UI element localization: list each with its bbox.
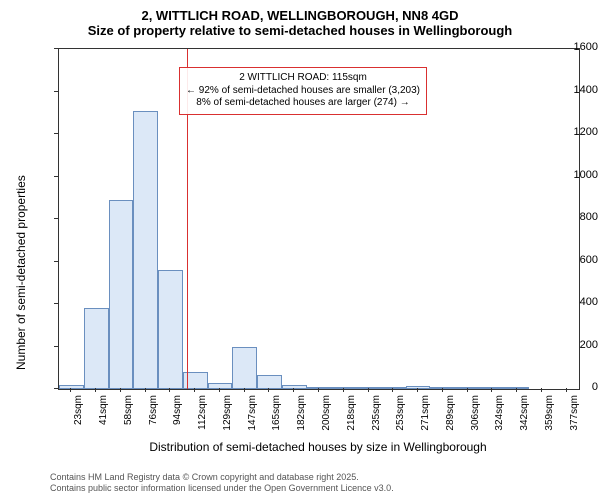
y-tick — [54, 346, 58, 347]
x-tick-label: 129sqm — [222, 395, 233, 440]
plot-area: 2 WITTLICH ROAD: 115sqm← 92% of semi-det… — [58, 48, 580, 390]
x-tick-label: 306sqm — [470, 395, 481, 440]
y-tick — [54, 303, 58, 304]
histogram-bar — [356, 387, 381, 389]
y-tick-label: 400 — [546, 296, 598, 308]
footer-attribution: Contains HM Land Registry data © Crown c… — [50, 472, 394, 494]
x-tick — [268, 388, 269, 392]
y-tick — [54, 176, 58, 177]
histogram-bar — [430, 387, 455, 389]
x-tick — [467, 388, 468, 392]
x-tick-label: 253sqm — [395, 395, 406, 440]
y-tick — [54, 388, 58, 389]
annotation-line: ← 92% of semi-detached houses are smalle… — [186, 85, 420, 98]
x-tick-label: 218sqm — [346, 395, 357, 440]
x-tick-label: 235sqm — [371, 395, 382, 440]
x-tick-label: 94sqm — [172, 395, 183, 440]
x-tick — [95, 388, 96, 392]
x-tick-label: 147sqm — [247, 395, 258, 440]
x-tick — [194, 388, 195, 392]
x-tick-label: 112sqm — [197, 395, 208, 440]
y-tick-label: 1200 — [546, 126, 598, 138]
histogram-bar — [133, 111, 158, 389]
x-tick — [343, 388, 344, 392]
x-tick — [442, 388, 443, 392]
x-tick — [318, 388, 319, 392]
x-tick-label: 377sqm — [569, 395, 580, 440]
x-tick-label: 359sqm — [544, 395, 555, 440]
x-tick — [566, 388, 567, 392]
histogram-bar — [257, 375, 282, 389]
x-tick — [293, 388, 294, 392]
y-tick-label: 600 — [546, 254, 598, 266]
x-tick — [516, 388, 517, 392]
y-tick — [54, 133, 58, 134]
x-tick — [368, 388, 369, 392]
footer-line-1: Contains HM Land Registry data © Crown c… — [50, 472, 394, 483]
x-tick — [541, 388, 542, 392]
histogram-bar — [109, 200, 134, 389]
x-tick-label: 289sqm — [445, 395, 456, 440]
histogram-bar — [232, 347, 257, 390]
x-tick-label: 200sqm — [321, 395, 332, 440]
y-tick — [54, 218, 58, 219]
y-tick-label: 0 — [546, 381, 598, 393]
histogram-bar — [455, 387, 480, 389]
chart-title-main: 2, WITTLICH ROAD, WELLINGBOROUGH, NN8 4G… — [0, 0, 600, 23]
histogram-figure: 2, WITTLICH ROAD, WELLINGBOROUGH, NN8 4G… — [0, 0, 600, 500]
x-tick-label: 41sqm — [98, 395, 109, 440]
annotation-line: 8% of semi-detached houses are larger (2… — [186, 97, 420, 110]
chart-title-sub: Size of property relative to semi-detach… — [0, 23, 600, 42]
y-tick — [54, 48, 58, 49]
x-tick — [244, 388, 245, 392]
histogram-bar — [208, 383, 233, 389]
histogram-bar — [59, 385, 84, 389]
x-tick — [491, 388, 492, 392]
x-axis-label: Distribution of semi-detached houses by … — [58, 440, 578, 454]
x-tick-label: 182sqm — [296, 395, 307, 440]
footer-line-2: Contains public sector information licen… — [50, 483, 394, 494]
y-tick-label: 1600 — [546, 41, 598, 53]
x-tick-label: 271sqm — [420, 395, 431, 440]
y-tick-label: 200 — [546, 339, 598, 351]
x-tick-label: 58sqm — [123, 395, 134, 440]
histogram-bar — [158, 270, 183, 389]
y-tick — [54, 91, 58, 92]
y-axis-label: Number of semi-detached properties — [14, 175, 28, 370]
x-tick — [417, 388, 418, 392]
y-tick-label: 1000 — [546, 169, 598, 181]
x-tick — [392, 388, 393, 392]
y-tick-label: 800 — [546, 211, 598, 223]
histogram-bar — [331, 387, 356, 389]
x-tick — [169, 388, 170, 392]
x-tick — [145, 388, 146, 392]
histogram-bar — [84, 308, 109, 389]
x-tick-label: 324sqm — [494, 395, 505, 440]
x-tick — [70, 388, 71, 392]
x-tick — [219, 388, 220, 392]
x-tick — [120, 388, 121, 392]
y-tick-label: 1400 — [546, 84, 598, 96]
y-tick — [54, 261, 58, 262]
x-tick-label: 342sqm — [519, 395, 530, 440]
x-tick-label: 165sqm — [271, 395, 282, 440]
x-tick-label: 23sqm — [73, 395, 84, 440]
annotation-box: 2 WITTLICH ROAD: 115sqm← 92% of semi-det… — [179, 67, 427, 115]
x-tick-label: 76sqm — [148, 395, 159, 440]
annotation-line: 2 WITTLICH ROAD: 115sqm — [186, 72, 420, 85]
